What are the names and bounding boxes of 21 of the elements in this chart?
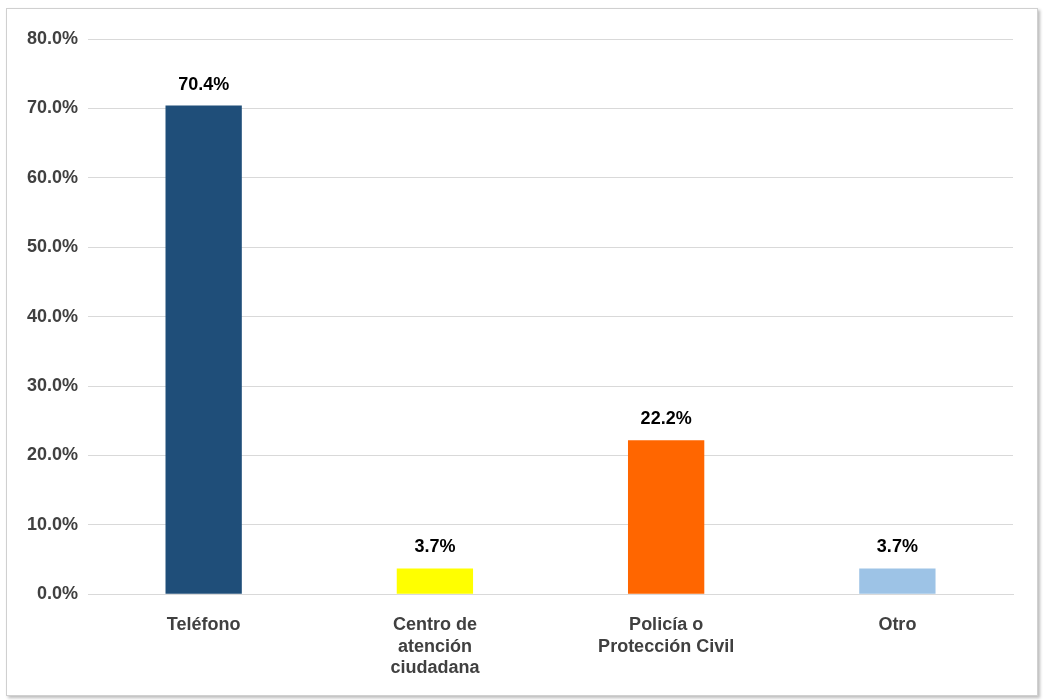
y-tick-label: 10.0% (26, 513, 79, 534)
x-tick-label: Teléfono (166, 613, 241, 634)
y-tick-label: 30.0% (26, 374, 79, 395)
x-tick-label: Otro (878, 613, 917, 634)
bar (165, 105, 242, 594)
data-label: 70.4% (178, 73, 230, 94)
y-tick-label: 50.0% (26, 236, 79, 257)
x-tick-label: Centro de atención ciudadana (390, 613, 481, 678)
y-tick-label: 80.0% (26, 27, 79, 48)
y-tick-label: 20.0% (26, 444, 79, 465)
bar (396, 568, 474, 594)
bar (627, 440, 705, 594)
y-tick-label: 70.0% (26, 97, 79, 118)
data-label: 22.2% (640, 408, 692, 429)
data-label: 3.7% (414, 536, 456, 557)
y-tick-label: 0.0% (37, 583, 79, 604)
x-tick-label: Policía o Protección Civil (598, 613, 735, 656)
data-label: 3.7% (876, 536, 918, 557)
bar (859, 568, 936, 594)
y-tick-label: 40.0% (26, 305, 79, 326)
y-tick-label: 60.0% (26, 166, 79, 187)
